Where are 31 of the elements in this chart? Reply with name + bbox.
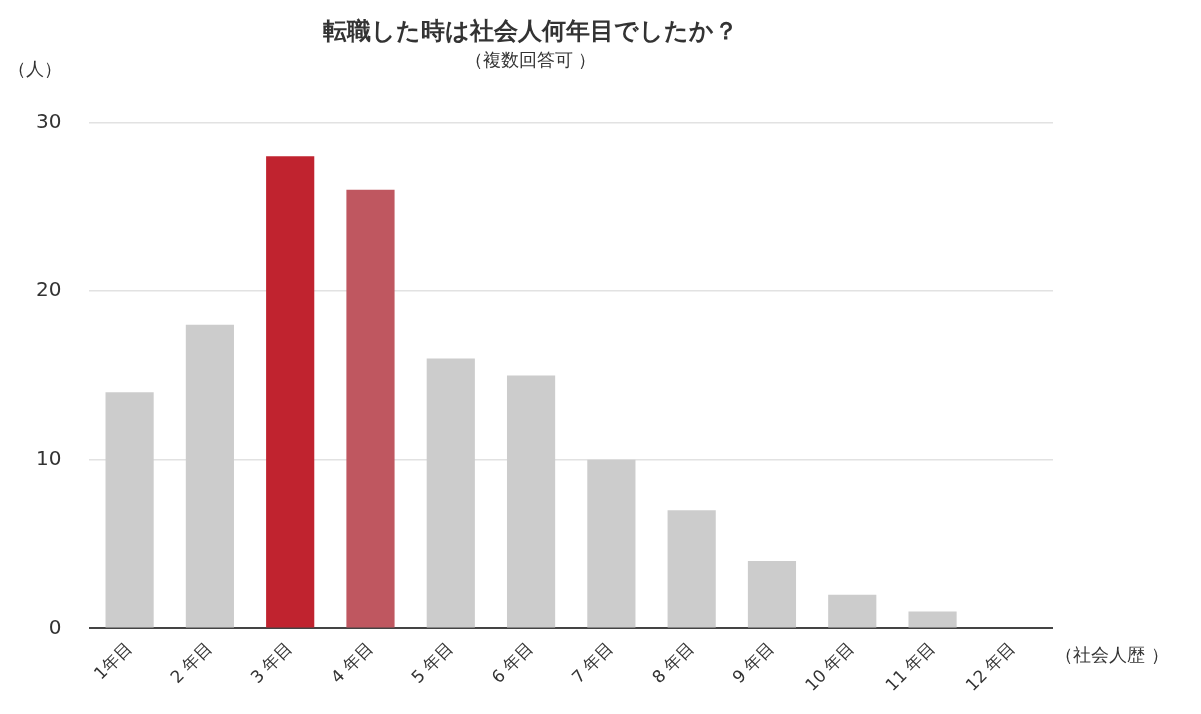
bar: [506, 375, 556, 628]
x-tick-label: 8 年目: [647, 637, 698, 688]
y-tick-label: 10: [36, 445, 62, 470]
bar: [266, 156, 315, 628]
x-tick-label: 12 年目: [961, 637, 1019, 695]
x-tick-label: 6 年目: [487, 637, 538, 688]
bar: [667, 510, 716, 628]
x-tick-label: 11 年目: [881, 637, 939, 695]
x-tick-label: 1年目: [89, 637, 136, 684]
bar: [747, 560, 797, 628]
y-axis-title: （人）: [8, 58, 62, 80]
x-tick-label: 7 年目: [567, 637, 618, 688]
bar: [185, 324, 234, 628]
bar: [426, 358, 475, 628]
y-tick-label: 0: [48, 614, 62, 639]
x-tick-label: 9 年目: [728, 637, 778, 688]
x-tick-label: 2 年目: [166, 637, 216, 688]
chart-subtitle: （複数回答可 ）: [464, 49, 597, 71]
bar: [105, 392, 154, 628]
bar: [908, 611, 957, 628]
y-tick-label: 20: [36, 277, 62, 302]
x-tick-label: 3 年目: [246, 637, 297, 688]
bar: [587, 459, 636, 628]
x-tick-label: 10 年目: [800, 637, 859, 695]
bar: [828, 594, 877, 628]
bar: [346, 189, 395, 628]
x-tick-label: 4 年目: [326, 637, 377, 688]
y-tick-label: 30: [36, 108, 62, 133]
x-axis-title: （社会人歴 ）: [1055, 644, 1169, 666]
x-tick-label: 5 年目: [407, 637, 457, 688]
chart-title: 転職した時は社会人何年目でしたか？: [323, 16, 738, 45]
